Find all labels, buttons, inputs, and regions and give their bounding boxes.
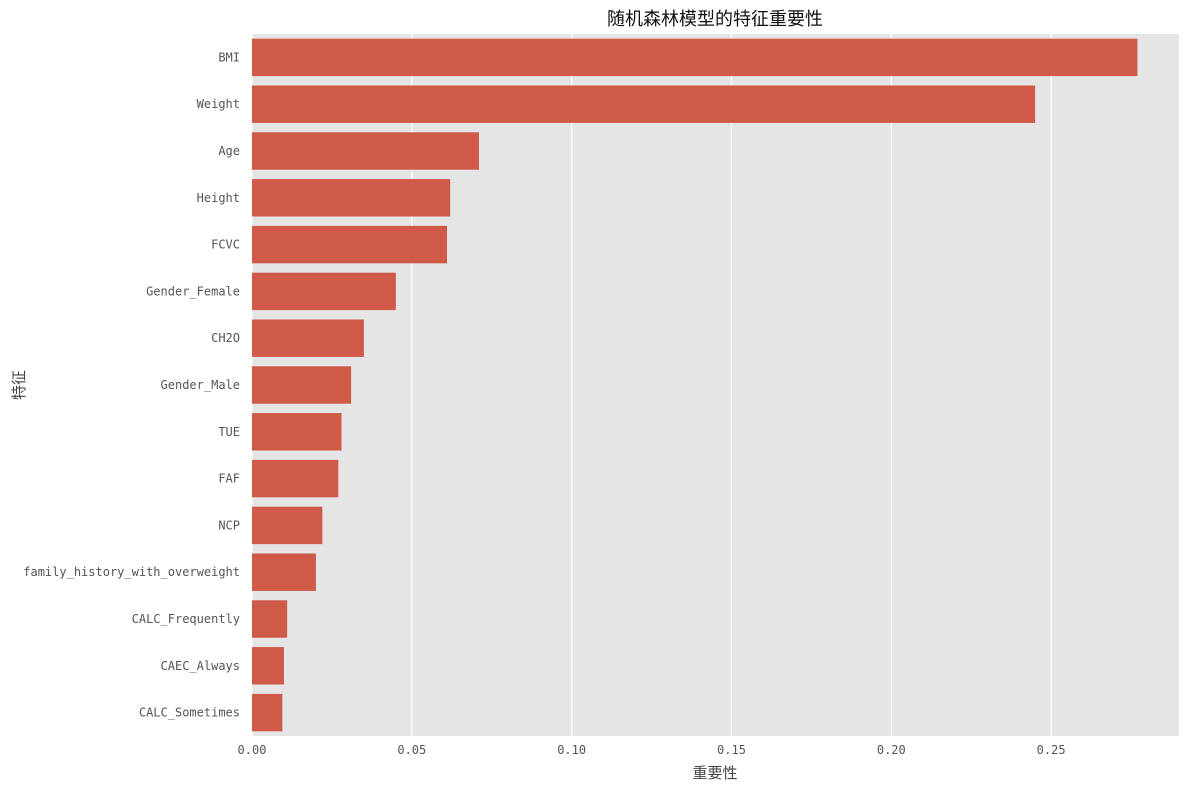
y-tick-label: CALC_Sometimes	[139, 706, 240, 720]
bar-gender-female	[252, 272, 396, 311]
x-tick-label: 0.25	[1037, 743, 1066, 757]
y-tick-label: FAF	[218, 472, 240, 486]
y-tick-label: FCVC	[211, 238, 240, 252]
y-tick-label: Height	[197, 191, 240, 205]
y-tick-label: BMI	[218, 50, 240, 64]
bars	[252, 38, 1138, 732]
y-tick-label: CH2O	[211, 331, 240, 345]
bar-ncp	[252, 506, 323, 545]
bar-ch2o	[252, 319, 364, 357]
bar-family-history-with-overweight	[252, 553, 316, 591]
chart-title: 随机森林模型的特征重要性	[607, 9, 823, 30]
y-tick-label: CALC_Frequently	[132, 612, 240, 626]
x-tick-label: 0.20	[877, 743, 906, 757]
bar-fcvc	[252, 225, 447, 264]
x-tick-label: 0.15	[717, 743, 746, 757]
bar-caec-always	[252, 647, 284, 685]
bar-faf	[252, 459, 339, 498]
bar-height	[252, 179, 451, 217]
bar-calc-sometimes	[252, 693, 283, 732]
bar-tue	[252, 413, 342, 451]
bar-gender-male	[252, 366, 352, 404]
y-axis-label: 特征	[10, 370, 28, 400]
bar-bmi	[252, 38, 1138, 77]
bar-age	[252, 132, 479, 170]
bar-weight	[252, 85, 1036, 123]
x-axis-label: 重要性	[692, 764, 737, 782]
x-tick-label: 0.00	[238, 743, 267, 757]
x-tick-label: 0.05	[397, 743, 426, 757]
y-tick-labels: BMI Weight Age Height FCVC Gender_Female CH2O G…	[23, 50, 240, 719]
y-tick-label: Age	[218, 144, 240, 158]
y-tick-label: NCP	[218, 518, 240, 532]
y-tick-label: Gender_Male	[161, 378, 240, 392]
y-tick-label: TUE	[218, 425, 240, 439]
y-tick-label: Gender_Female	[146, 284, 240, 298]
y-tick-label: Weight	[197, 97, 240, 111]
bar-calc-frequently	[252, 600, 288, 638]
y-tick-label: CAEC_Always	[161, 659, 240, 673]
x-tick-labels: 0.00 0.05 0.10 0.15 0.20 0.25	[238, 743, 1066, 757]
y-tick-label: family_history_with_overweight	[23, 565, 240, 579]
x-tick-label: 0.10	[557, 743, 586, 757]
